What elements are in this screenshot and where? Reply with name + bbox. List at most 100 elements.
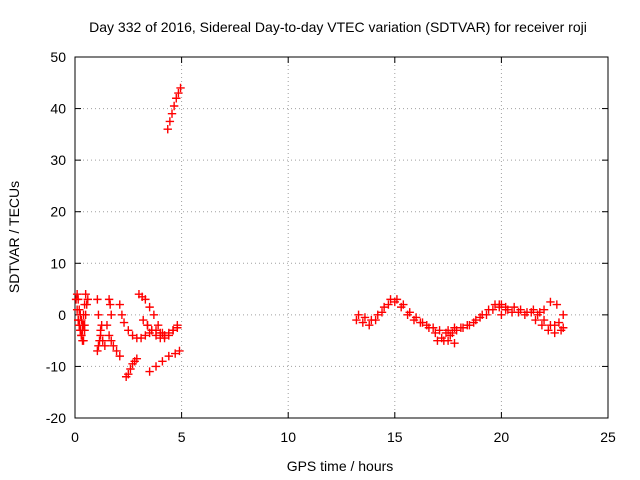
data-point xyxy=(450,339,459,348)
data-point xyxy=(73,295,83,304)
data-point xyxy=(115,300,124,309)
data-point xyxy=(552,300,562,309)
series-arc-v xyxy=(531,315,566,338)
y-axis-title: SDTVAR / TECUs xyxy=(6,181,22,293)
series-arc-x xyxy=(550,318,568,332)
x-tick-label: 0 xyxy=(71,429,79,445)
data-point xyxy=(83,295,92,304)
data-point xyxy=(392,295,402,304)
data-point xyxy=(443,326,453,335)
data-point xyxy=(176,83,185,93)
data-point xyxy=(424,323,434,332)
x-tick-label: 20 xyxy=(494,429,510,445)
data-point xyxy=(174,88,183,98)
x-tick-label: 25 xyxy=(600,429,616,445)
data-point xyxy=(172,94,181,103)
series-arc-o xyxy=(163,83,185,134)
data-point xyxy=(173,320,182,330)
data-point xyxy=(439,336,449,345)
data-point xyxy=(550,320,559,330)
data-point xyxy=(75,305,84,314)
data-point xyxy=(160,333,169,343)
data-point xyxy=(143,320,152,330)
grid-lines xyxy=(75,57,608,418)
series-arc-q xyxy=(354,295,459,348)
data-point xyxy=(544,326,553,335)
data-point xyxy=(360,313,370,322)
data-point xyxy=(141,295,150,304)
data-point xyxy=(379,302,389,312)
data-point xyxy=(164,351,174,361)
data-point xyxy=(124,326,133,335)
data-point xyxy=(151,362,161,371)
axis-ticks xyxy=(74,56,609,419)
y-tick-label: 40 xyxy=(50,101,66,117)
data-point xyxy=(128,331,137,340)
data-point xyxy=(107,310,116,320)
data-point xyxy=(124,369,133,379)
plot-area xyxy=(74,56,609,419)
data-point xyxy=(373,310,382,320)
data-point xyxy=(164,331,174,340)
data-point xyxy=(503,305,512,314)
data-point xyxy=(358,318,368,327)
data-point xyxy=(495,300,504,309)
series-arc-g xyxy=(102,320,124,361)
data-point xyxy=(158,357,167,366)
data-point xyxy=(95,336,104,345)
data-point xyxy=(81,290,90,299)
data-point xyxy=(516,305,525,314)
data-point xyxy=(529,305,538,314)
data-point xyxy=(145,367,154,376)
data-point xyxy=(169,101,179,111)
data-point xyxy=(136,333,146,343)
data-point xyxy=(354,310,363,320)
data-point xyxy=(384,300,393,309)
data-point xyxy=(80,320,89,330)
data-point xyxy=(171,349,180,358)
data-point xyxy=(377,308,387,317)
data-point xyxy=(367,315,376,325)
data-point xyxy=(435,326,444,335)
data-point xyxy=(539,305,549,314)
data-point xyxy=(94,341,103,350)
data-point xyxy=(73,315,83,325)
data-point xyxy=(102,320,112,330)
data-point xyxy=(535,308,544,317)
x-tick-label: 5 xyxy=(178,429,186,445)
data-point xyxy=(352,315,361,325)
data-point xyxy=(488,305,498,314)
series-arc-i xyxy=(115,300,154,343)
data-point xyxy=(497,310,506,320)
data-point xyxy=(509,302,519,312)
y-tick-label: -20 xyxy=(46,410,66,426)
data-point xyxy=(126,364,135,374)
data-point xyxy=(82,300,91,309)
data-point xyxy=(475,313,485,322)
data-point xyxy=(165,117,175,126)
data-point xyxy=(411,313,421,322)
data-point xyxy=(105,300,115,309)
x-axis-title: GPS time / hours xyxy=(287,458,394,474)
data-point xyxy=(151,331,161,340)
data-point xyxy=(132,354,142,363)
data-point xyxy=(72,290,82,299)
data-point xyxy=(482,310,491,320)
series-arc-u xyxy=(497,302,544,320)
data-point xyxy=(139,315,148,325)
data-point xyxy=(104,295,114,304)
series-arc-m xyxy=(121,354,142,381)
series-arc-l xyxy=(143,320,182,343)
series-arc-h xyxy=(104,295,116,320)
y-tick-label: 20 xyxy=(50,204,66,220)
data-point xyxy=(167,109,177,118)
y-tick-label: 0 xyxy=(58,307,66,323)
data-point xyxy=(115,351,124,361)
data-point xyxy=(539,315,549,325)
data-point xyxy=(418,318,427,327)
data-point xyxy=(81,310,90,320)
series-arc-c xyxy=(73,290,90,340)
data-point xyxy=(168,326,178,335)
data-point xyxy=(112,346,121,356)
